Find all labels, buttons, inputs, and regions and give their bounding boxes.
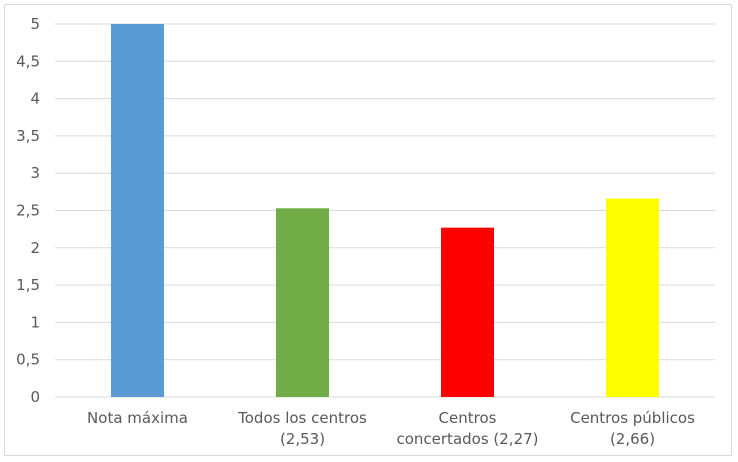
x-tick-label: Nota máxima	[87, 409, 188, 427]
x-tick-label: (2,53)	[280, 430, 325, 448]
y-tick-label: 3	[30, 164, 40, 182]
bar	[111, 24, 164, 397]
bar	[606, 198, 659, 397]
x-tick-label: Centros	[439, 409, 497, 427]
y-tick-label: 1,5	[16, 276, 40, 294]
y-tick-label: 2	[30, 239, 40, 257]
x-tick-label: Centros públicos	[570, 409, 695, 427]
bar	[441, 227, 494, 397]
x-tick-label: (2,66)	[610, 430, 655, 448]
y-tick-label: 4	[30, 90, 40, 108]
x-tick-label: Todos los centros	[237, 409, 367, 427]
y-tick-label: 5	[30, 15, 40, 33]
y-tick-label: 0,5	[16, 351, 40, 369]
y-tick-label: 4,5	[16, 52, 40, 70]
y-tick-label: 0	[30, 388, 40, 406]
bar	[276, 208, 329, 397]
x-tick-label: concertados (2,27)	[396, 430, 538, 448]
y-tick-label: 2,5	[16, 202, 40, 220]
y-tick-label: 1	[30, 313, 40, 331]
y-tick-label: 3,5	[16, 127, 40, 145]
